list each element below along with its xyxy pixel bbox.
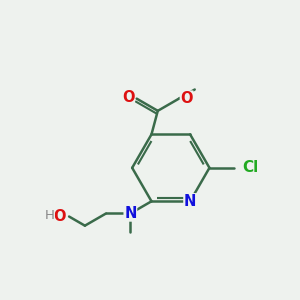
Text: N: N xyxy=(124,206,136,221)
Text: H: H xyxy=(44,209,54,222)
Text: O: O xyxy=(53,209,65,224)
Text: O: O xyxy=(180,91,193,106)
Text: O: O xyxy=(122,90,134,105)
Text: Cl: Cl xyxy=(243,160,259,175)
Text: N: N xyxy=(184,194,196,209)
